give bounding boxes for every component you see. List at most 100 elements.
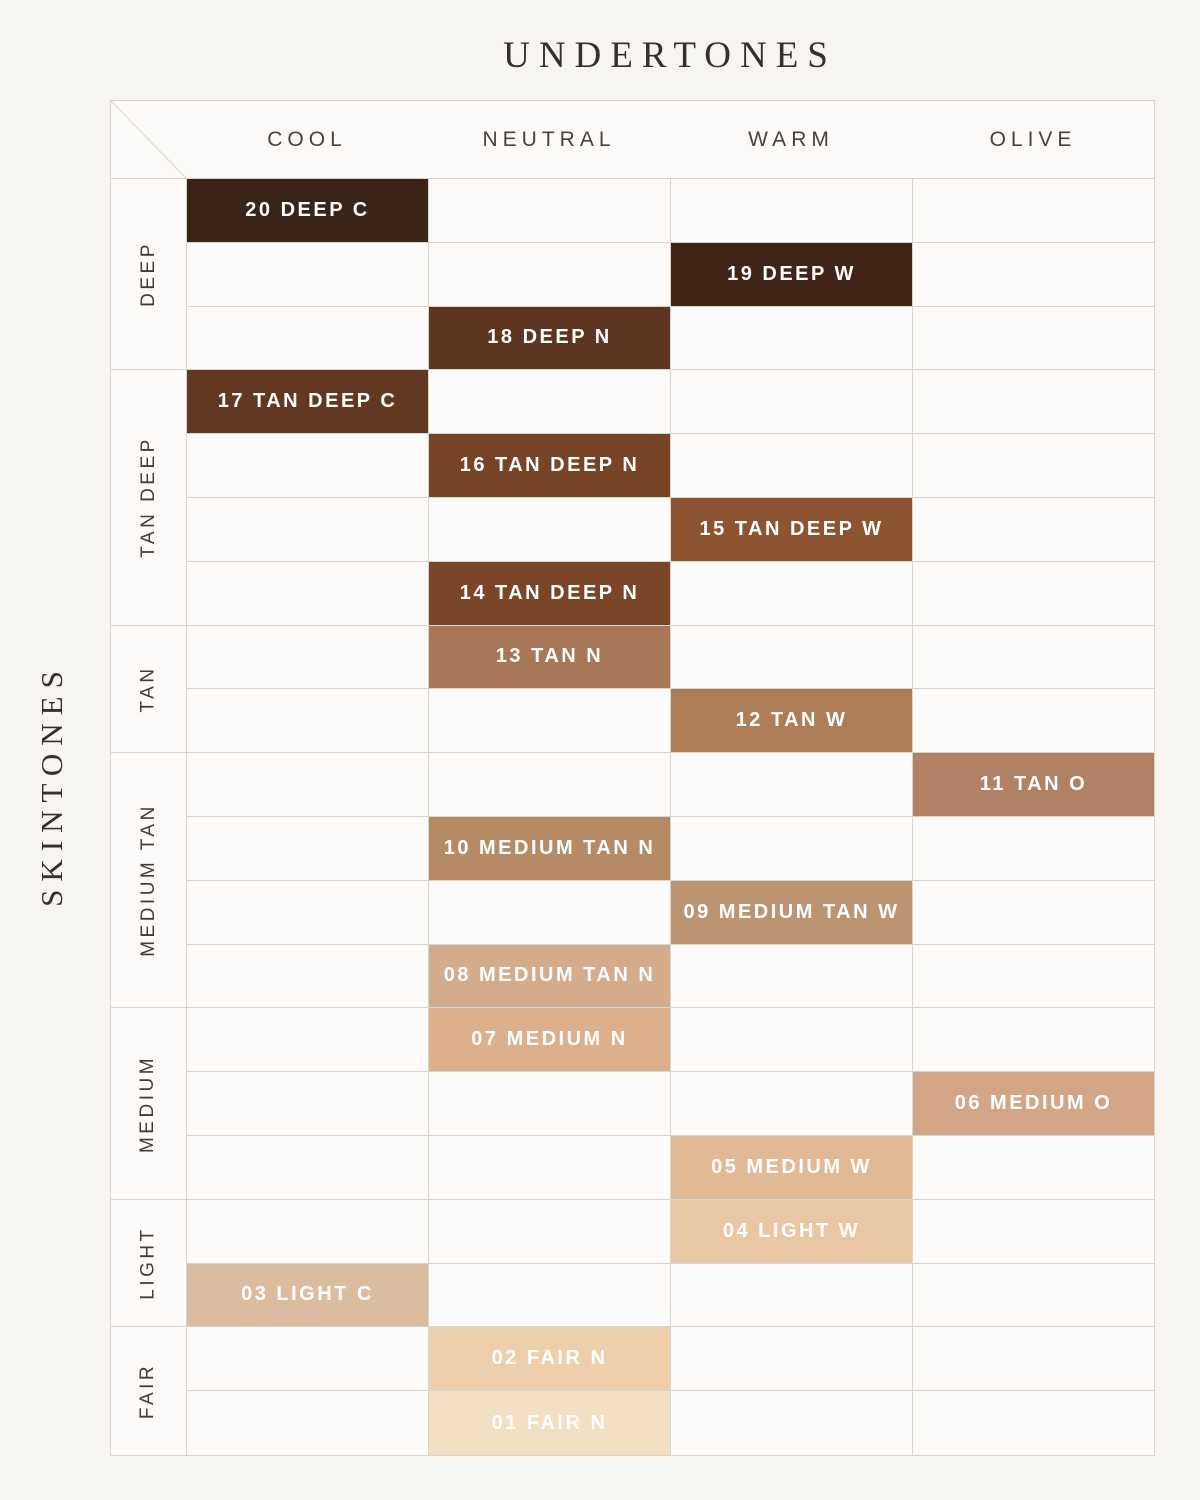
shade-label: 03 LIGHT C [241,1283,374,1306]
grid-cell [912,497,1154,562]
grid-cell [186,242,428,307]
shade-swatch: 14 TAN DEEP N [428,561,670,626]
grid-cell [912,1391,1154,1455]
grid-cell [186,1327,428,1392]
shade-label: 04 LIGHT W [722,1219,861,1242]
shade-label: 14 TAN DEEP N [459,581,640,604]
diagonal-divider-icon [111,101,186,178]
shade-swatch: 17 TAN DEEP C [186,370,428,435]
grid-cell [912,944,1154,1009]
shade-label: 15 TAN DEEP W [699,517,884,540]
skintone-group: FAIR [111,1327,186,1455]
grid-cell [186,1072,428,1136]
grid-cell [670,1263,912,1328]
shade-label: 17 TAN DEEP C [217,390,398,413]
skintone-group-label: MEDIUM [137,1054,159,1153]
grid-cell [912,689,1154,754]
grid-cell [670,561,912,626]
grid-cell [670,306,912,371]
shade-swatch: 04 LIGHT W [670,1199,912,1264]
grid-cell [912,880,1154,945]
grid-cell [186,625,428,690]
grid-cell [428,370,670,435]
skintone-group: MEDIUM [111,1008,186,1200]
grid-cell [912,561,1154,626]
axis-corner [111,101,186,179]
grid-cell [912,306,1154,371]
chart-title: UNDERTONES [503,35,837,76]
shade-swatch: 12 TAN W [670,689,912,754]
grid-cell [186,1008,428,1073]
shade-swatch: 16 TAN DEEP N [428,434,670,498]
grid-cell [670,370,912,435]
skintone-group-label: TAN [137,665,159,713]
shade-swatch: 15 TAN DEEP W [670,497,912,562]
undertone-column-header: OLIVE [912,101,1154,179]
grid-cell [428,179,670,243]
shade-label: 10 MEDIUM TAN N [443,836,656,859]
shade-swatch: 07 MEDIUM N [428,1008,670,1073]
grid-cell [912,1263,1154,1328]
skintone-group: TAN DEEP [111,370,186,626]
shade-label: 19 DEEP W [727,262,856,285]
grid-cell [186,880,428,945]
grid-cell [912,1008,1154,1073]
grid-cell [912,434,1154,498]
shade-swatch: 02 FAIR N [428,1327,670,1392]
grid-cell [670,1327,912,1392]
shade-swatch: 19 DEEP W [670,242,912,307]
undertone-column-header: WARM [670,101,912,179]
shade-label: 08 MEDIUM TAN N [443,964,656,987]
grid-cell [186,497,428,562]
grid-cell [670,625,912,690]
shade-label: 12 TAN W [735,709,848,732]
grid-cell [186,944,428,1009]
grid-cell [186,1199,428,1264]
grid-cell [670,1072,912,1136]
y-axis-title: SKINTONES [34,663,69,907]
shade-label: 05 MEDIUM W [711,1155,872,1178]
grid-cell [428,497,670,562]
shade-label: 01 FAIR N [491,1411,608,1434]
shade-label: 16 TAN DEEP N [459,454,640,477]
grid-cell [186,306,428,371]
shade-label: 02 FAIR N [491,1347,608,1370]
shade-swatch: 10 MEDIUM TAN N [428,816,670,881]
shade-label: 06 MEDIUM O [954,1092,1113,1115]
grid-cell [670,179,912,243]
grid-cell [186,1135,428,1200]
grid-cell [428,242,670,307]
grid-cell [670,434,912,498]
grid-cell [912,1199,1154,1264]
skintone-group: DEEP [111,179,186,371]
grid-cell [428,753,670,817]
undertone-column-header: COOL [186,101,428,179]
shade-label: 18 DEEP N [487,326,612,349]
grid-cell [186,434,428,498]
shade-swatch: 13 TAN N [428,625,670,690]
skintone-group: MEDIUM TAN [111,753,186,1009]
grid-cell [186,816,428,881]
grid-cell [912,1135,1154,1200]
shade-label: 13 TAN N [495,645,604,668]
skintone-group-label: FAIR [137,1363,159,1420]
grid-cell [670,753,912,817]
shade-label: 07 MEDIUM N [471,1028,628,1051]
grid-cell [428,880,670,945]
grid-cell [428,1199,670,1264]
grid-cell [912,816,1154,881]
grid-cell [186,561,428,626]
grid-cell [912,1327,1154,1392]
shade-swatch: 18 DEEP N [428,306,670,371]
grid-cell [912,242,1154,307]
grid-cell [670,816,912,881]
grid-cell [670,944,912,1009]
grid-cell [428,1072,670,1136]
skintone-group-label: LIGHT [137,1226,159,1300]
shade-label: 11 TAN O [979,773,1088,796]
shade-swatch: 05 MEDIUM W [670,1135,912,1200]
shade-swatch: 03 LIGHT C [186,1263,428,1328]
shade-swatch: 01 FAIR N [428,1391,670,1455]
grid-cell [912,370,1154,435]
